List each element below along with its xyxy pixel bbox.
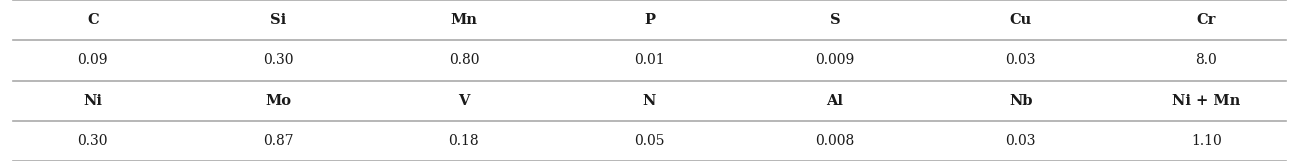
Text: V: V [459,94,470,108]
Text: Si: Si [270,13,287,27]
Text: 0.01: 0.01 [634,53,665,67]
Text: 0.03: 0.03 [1005,53,1035,67]
Text: 8.0: 8.0 [1195,53,1217,67]
Text: Mn: Mn [451,13,477,27]
Text: 0.87: 0.87 [262,134,294,148]
Text: Cr: Cr [1196,13,1216,27]
Text: 0.30: 0.30 [264,53,294,67]
Text: Nb: Nb [1009,94,1033,108]
Text: Ni + Mn: Ni + Mn [1172,94,1241,108]
Text: Al: Al [826,94,843,108]
Text: 0.05: 0.05 [634,134,665,148]
Text: 0.18: 0.18 [448,134,479,148]
Text: 0.80: 0.80 [448,53,479,67]
Text: 0.30: 0.30 [78,134,108,148]
Text: 0.008: 0.008 [816,134,855,148]
Text: Ni: Ni [83,94,103,108]
Text: 0.009: 0.009 [816,53,855,67]
Text: Mo: Mo [265,94,291,108]
Text: 1.10: 1.10 [1191,134,1221,148]
Text: S: S [830,13,840,27]
Text: 0.09: 0.09 [78,53,108,67]
Text: Cu: Cu [1009,13,1031,27]
Text: C: C [87,13,99,27]
Text: P: P [644,13,655,27]
Text: 0.03: 0.03 [1005,134,1035,148]
Text: N: N [643,94,656,108]
